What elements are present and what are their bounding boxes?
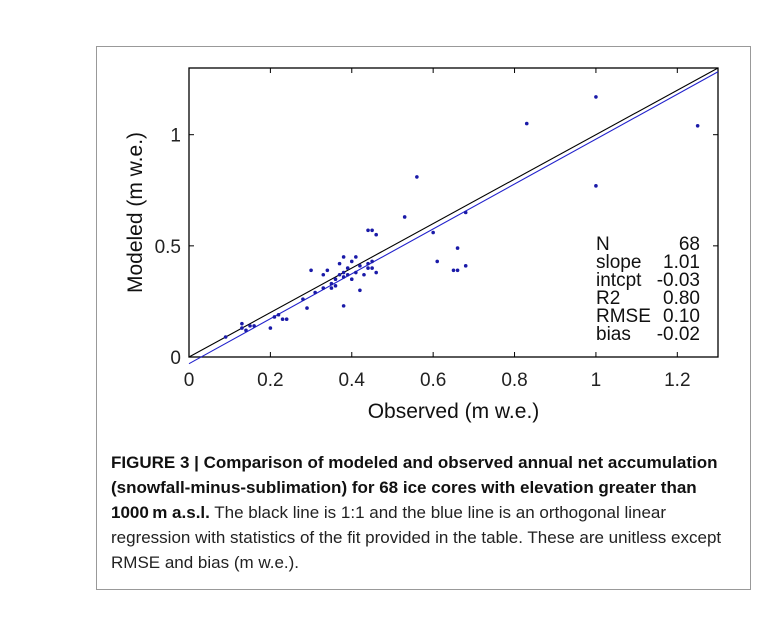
stats-label: intcpt	[596, 270, 642, 291]
data-point	[358, 288, 362, 293]
data-point	[594, 184, 598, 188]
x-tick-label: 0	[184, 370, 195, 391]
stats-value: -0.03	[657, 270, 700, 291]
caption-label: FIGURE 3 |	[111, 453, 204, 472]
stats-value: -0.02	[657, 324, 700, 345]
data-point	[337, 272, 342, 277]
data-point	[354, 270, 358, 275]
data-point	[333, 277, 338, 281]
stats-value: 1.01	[663, 252, 700, 273]
data-point	[329, 281, 334, 286]
data-point	[329, 286, 334, 290]
data-point	[366, 261, 370, 266]
data-point	[463, 264, 468, 268]
data-point	[349, 277, 354, 281]
data-point	[402, 215, 407, 219]
data-point	[415, 175, 419, 179]
y-axis-label: Modeled (m w.e.)	[124, 132, 147, 293]
x-tick-label: 1.2	[664, 370, 690, 391]
data-point	[240, 321, 244, 326]
data-point	[345, 266, 350, 270]
data-point	[337, 261, 342, 266]
data-point	[248, 324, 252, 328]
data-point	[349, 259, 354, 264]
data-point	[240, 326, 244, 330]
data-point	[268, 326, 273, 330]
data-point	[321, 272, 326, 277]
x-axis-label: Observed (m w.e.)	[368, 400, 540, 423]
data-points	[223, 95, 700, 339]
x-tick-label: 0.2	[257, 370, 283, 391]
stats-label: slope	[596, 252, 641, 273]
data-point	[301, 297, 305, 302]
data-point	[455, 246, 460, 250]
data-point	[341, 304, 346, 308]
one-to-one-line	[188, 67, 719, 358]
data-point	[325, 268, 330, 273]
data-point	[321, 286, 326, 290]
x-tick-label: 0.6	[420, 370, 446, 391]
plot-area	[188, 67, 719, 358]
caption-bold-text: Comparison of modeled and observed annua…	[111, 453, 718, 522]
data-point	[341, 255, 346, 259]
y-tick-label: 0.5	[155, 237, 181, 258]
data-point	[305, 306, 309, 310]
stats-label: N	[596, 234, 610, 255]
x-tick-label: 0.8	[501, 370, 527, 391]
data-point	[455, 268, 460, 273]
data-point	[362, 272, 366, 277]
axis-ticks: 0 0.2 0.4 0.6 0.8 1 1.2 0 0.5 1	[155, 68, 718, 391]
data-point	[309, 268, 313, 273]
data-point	[451, 268, 456, 273]
stats-label: bias	[596, 324, 631, 345]
stats-value: 68	[679, 234, 700, 255]
data-point	[358, 264, 362, 268]
figure-frame	[96, 46, 751, 590]
y-tick-label: 0	[170, 348, 181, 369]
data-point	[276, 312, 281, 317]
data-point	[284, 317, 289, 322]
stats-label: RMSE	[596, 306, 651, 327]
data-point	[366, 228, 370, 233]
data-point	[252, 324, 256, 328]
data-point	[313, 290, 317, 295]
figure-caption: FIGURE 3 | Comparison of modeled and obs…	[111, 450, 741, 575]
stats-value: 0.10	[663, 306, 700, 327]
data-point	[333, 284, 338, 288]
x-tick-label: 0.4	[339, 370, 366, 391]
stats-table: N 68 slope 1.01 intcpt -0.03 R2 0.80 RMSE 0.10 bia…	[596, 234, 700, 345]
data-point	[272, 315, 277, 319]
data-point	[280, 317, 285, 322]
data-point	[223, 335, 228, 339]
data-point	[370, 259, 374, 264]
data-point	[341, 275, 346, 279]
data-point	[435, 259, 440, 264]
data-point	[366, 266, 370, 270]
data-point	[374, 232, 378, 237]
data-point	[431, 230, 435, 235]
data-point	[370, 228, 374, 233]
data-point	[345, 272, 350, 277]
data-point	[524, 121, 529, 126]
x-tick-label: 1	[591, 370, 602, 391]
y-tick-label: 1	[170, 126, 181, 147]
data-point	[374, 270, 378, 275]
stats-value: 0.80	[663, 288, 700, 309]
data-point	[695, 124, 700, 128]
caption-text: The black line is 1:1 and the blue line …	[111, 503, 722, 572]
data-point	[594, 95, 598, 99]
stats-label: R2	[596, 288, 620, 309]
scatter-plot: 0 0.2 0.4 0.6 0.8 1 1.2 0 0.5 1 N 68 slope 1.01 intcp…	[124, 67, 719, 423]
data-point	[244, 328, 248, 333]
data-point	[370, 266, 374, 270]
data-point	[463, 210, 468, 215]
data-point	[341, 270, 346, 275]
data-point	[354, 255, 358, 259]
